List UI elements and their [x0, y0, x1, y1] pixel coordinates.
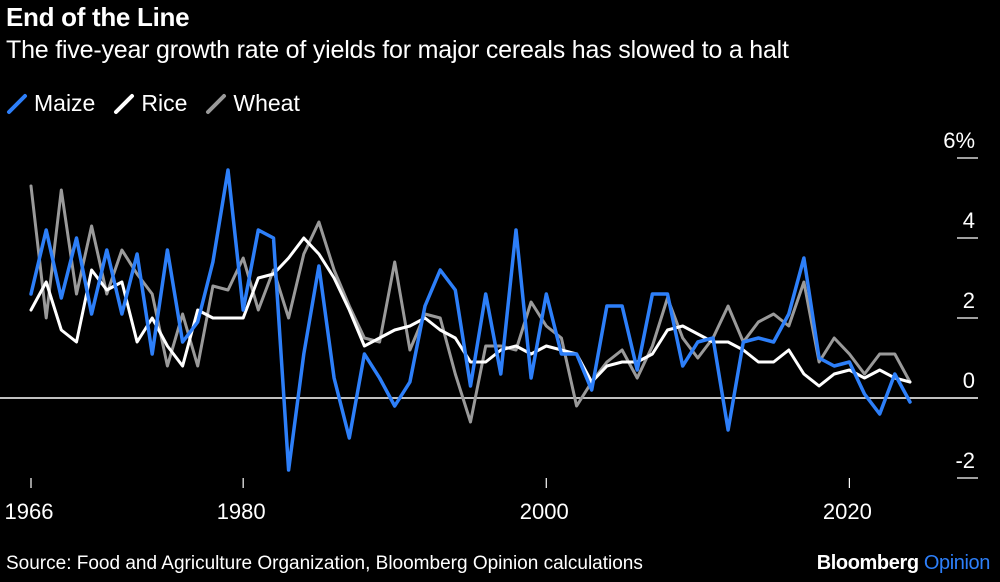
legend-item-rice: Rice: [113, 90, 187, 117]
x-tick-label: 1980: [217, 499, 266, 524]
legend-swatch-rice: [114, 93, 135, 114]
x-tick-label: 1966: [5, 499, 54, 524]
brand-logo: Bloomberg Opinion: [816, 552, 991, 575]
brand-main: Bloomberg: [816, 552, 919, 574]
chart-title: End of the Line: [6, 2, 190, 32]
legend-swatch-maize: [7, 93, 27, 114]
legend-label-maize: Maize: [34, 90, 96, 116]
series-line-maize: [29, 168, 912, 472]
y-tick-label: 0: [963, 368, 975, 393]
x-tick-label: 2000: [520, 499, 569, 524]
source-note: Source: Food and Agriculture Organizatio…: [6, 553, 643, 574]
y-tick-label: 6%: [943, 128, 975, 153]
y-tick-label: 2: [963, 288, 975, 313]
legend-label-wheat: Wheat: [233, 90, 300, 116]
brand-accent: Opinion: [923, 552, 991, 574]
chart-legend: Maize Rice Wheat: [6, 90, 318, 117]
legend-item-maize: Maize: [6, 90, 95, 117]
y-tick-label: 4: [963, 208, 975, 233]
chart-subtitle: The five-year growth rate of yields for …: [6, 36, 789, 64]
series-line-wheat: [29, 184, 912, 424]
y-tick-label: -2: [955, 448, 975, 473]
x-tick-label: 2020: [823, 499, 872, 524]
series-line-rice: [29, 236, 912, 388]
legend-swatch-wheat: [206, 93, 227, 114]
legend-item-wheat: Wheat: [205, 90, 300, 117]
legend-label-rice: Rice: [141, 90, 188, 116]
